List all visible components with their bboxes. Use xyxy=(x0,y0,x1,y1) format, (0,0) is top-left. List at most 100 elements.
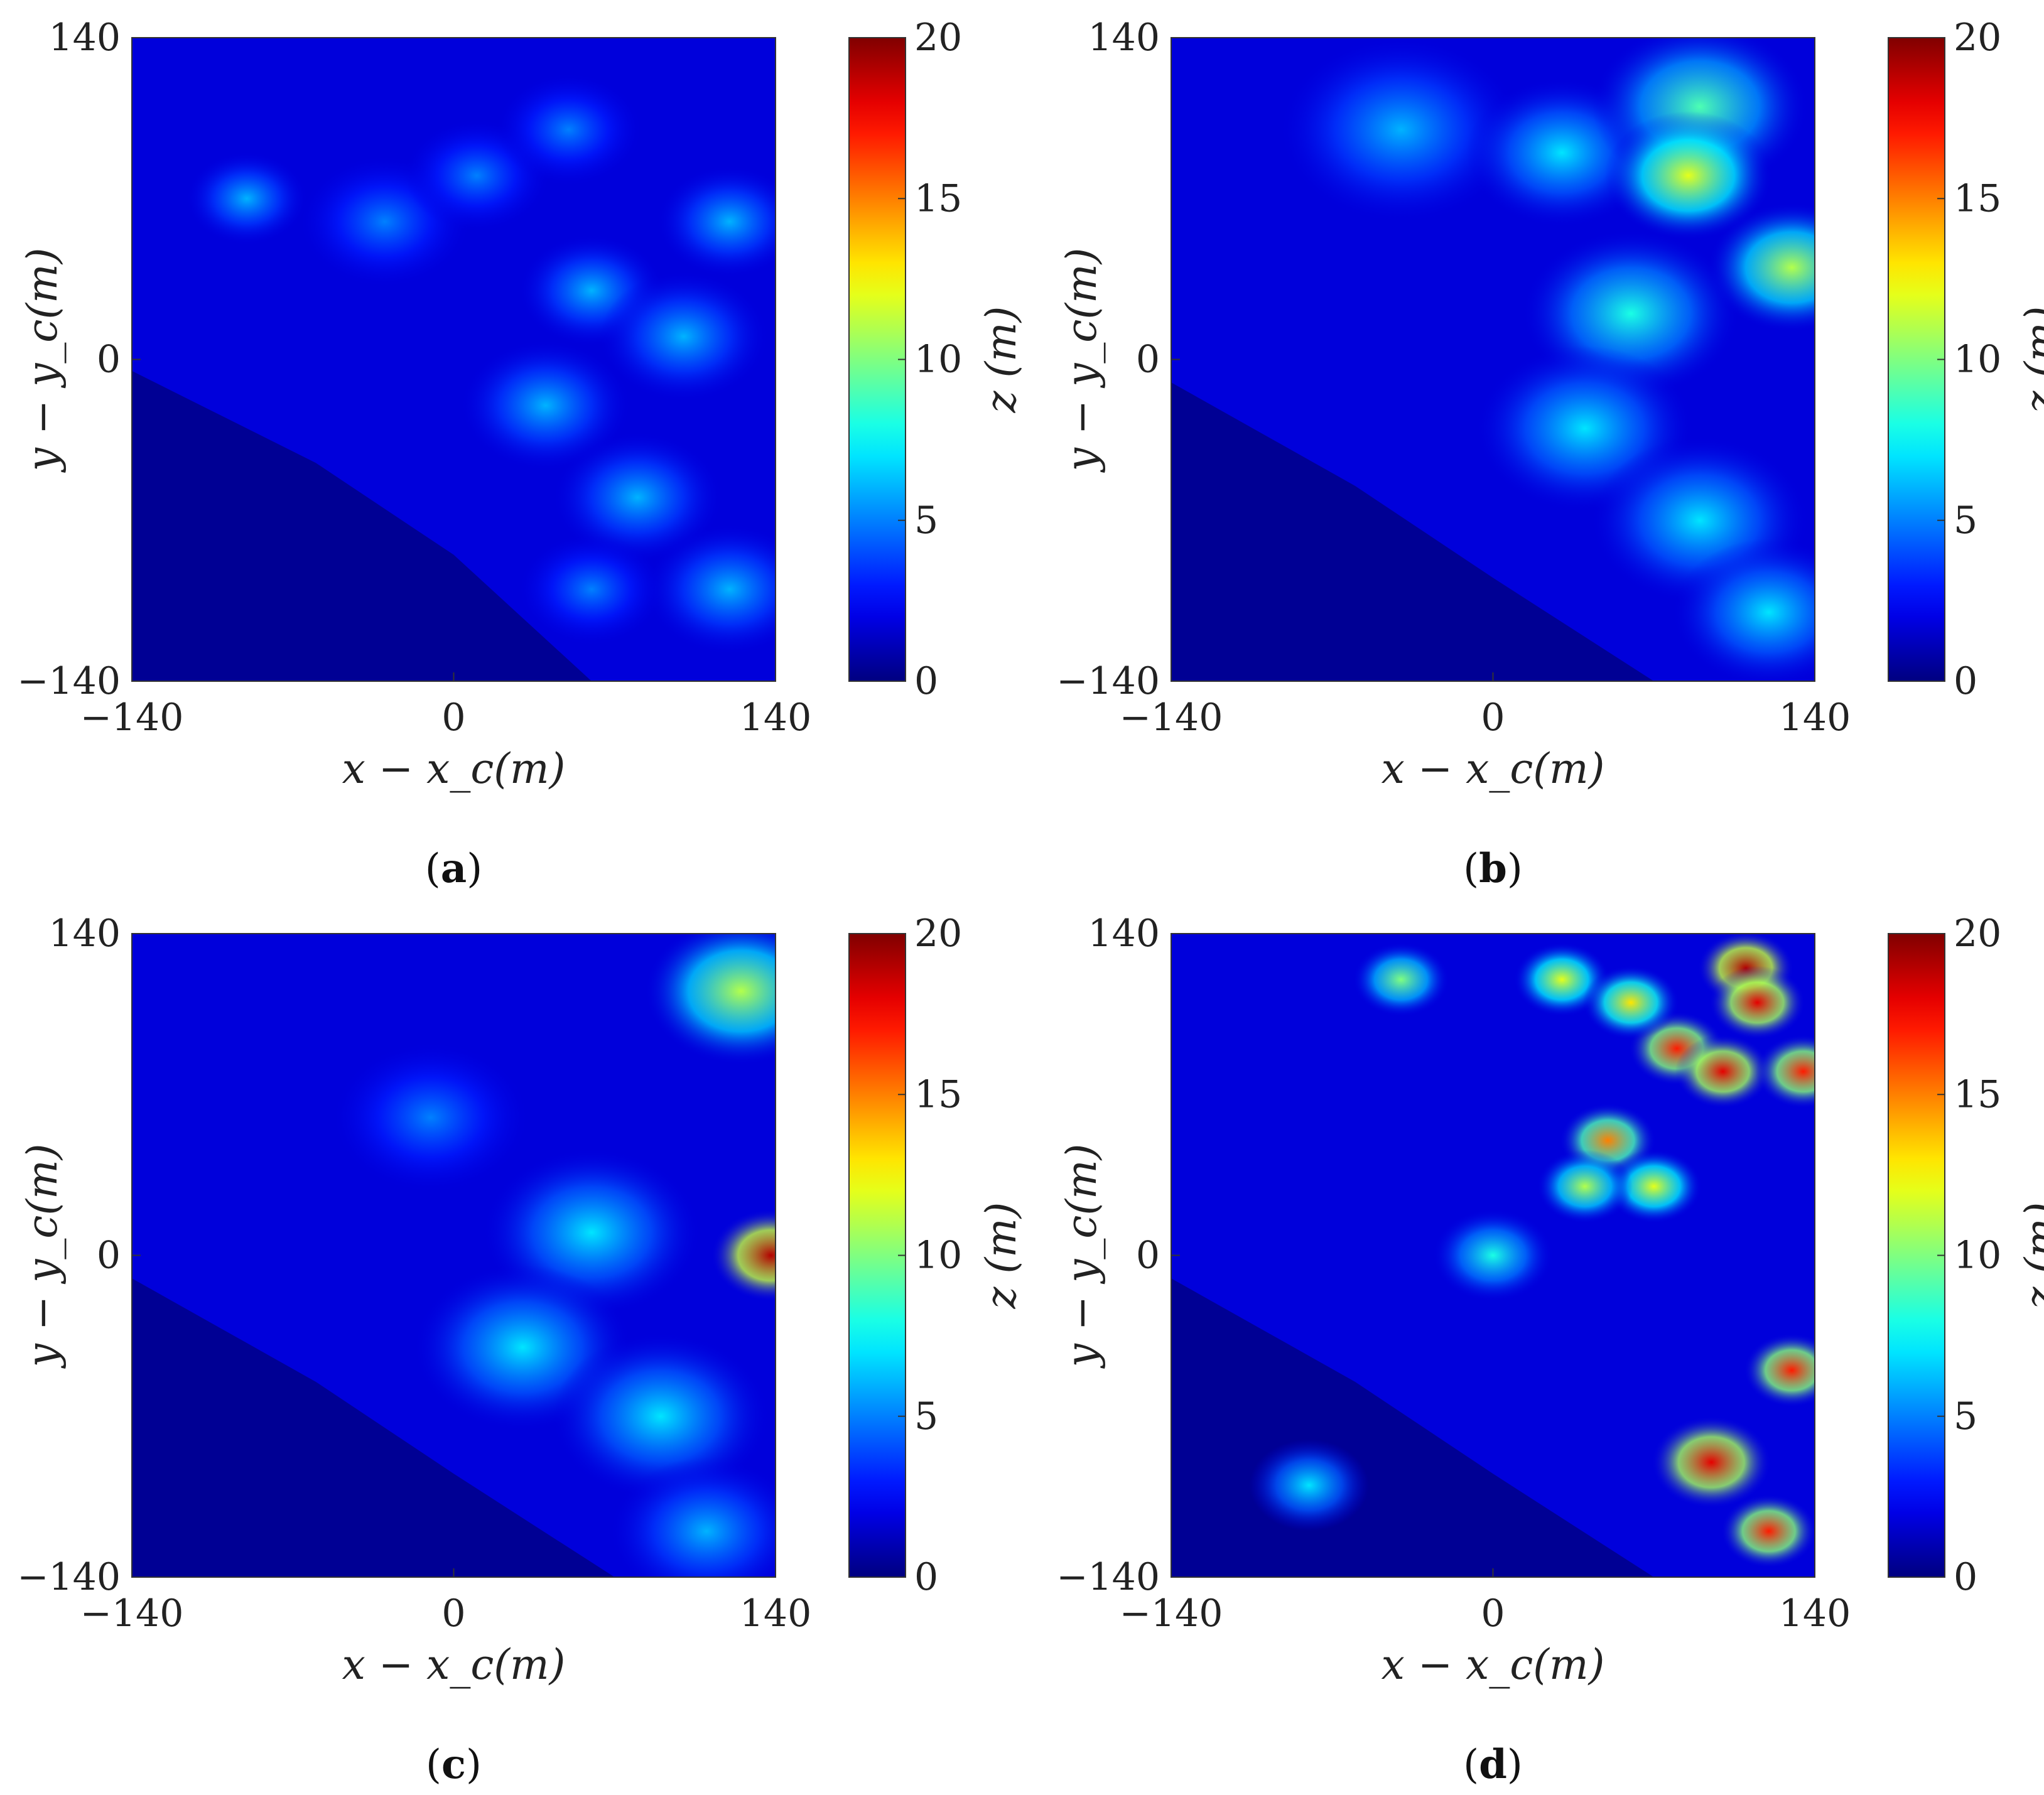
heat-spot xyxy=(462,341,630,470)
y-tick-label: −140 xyxy=(17,659,121,703)
colorbar-tick-label: 10 xyxy=(914,1234,962,1278)
x-tick-label: 140 xyxy=(740,1592,812,1636)
x-axis-label: x − x_c(m) xyxy=(342,745,566,793)
heat-spot xyxy=(1537,1150,1633,1224)
heatmap-field xyxy=(132,934,776,1577)
heat-spot xyxy=(187,153,307,245)
y-tick-label: 0 xyxy=(1136,338,1160,382)
y-axis-label: y − y_c(m) xyxy=(18,1144,67,1369)
colorbar-tick-label: 5 xyxy=(914,1394,938,1438)
heat-spot xyxy=(1709,966,1805,1040)
y-tick-label: −140 xyxy=(17,1555,121,1599)
panel-a: 140 0 −140−140 0 140 x − x_c(m) y − y_c(m) 20 15… xyxy=(17,16,1025,892)
colorbar-tick-label: 20 xyxy=(914,16,962,60)
heatmap-field xyxy=(1171,934,1815,1577)
colorbar xyxy=(1888,37,1945,682)
colorbar-tick-label: 0 xyxy=(914,659,938,703)
x-tick-label: −140 xyxy=(1120,1592,1223,1636)
panel-b: 140 0 −140−140 0 140 x − x_c(m) y − y_c(m) 20 15… xyxy=(1056,16,2044,892)
colorbar-tick-label: 20 xyxy=(1954,912,2001,956)
colorbar-tick-label: 10 xyxy=(1954,338,2001,382)
subfigure-label: (d) xyxy=(1463,1741,1523,1788)
y-tick-label: −140 xyxy=(1056,1555,1160,1599)
colorbar-tick-label: 5 xyxy=(1954,1394,1977,1438)
panel-c: 140 0 −140−140 0 140 x − x_c(m) y − y_c(m) 20 15… xyxy=(17,912,1025,1788)
colorbar-tick-label: 0 xyxy=(1954,1555,1977,1599)
colorbar-tick-label: 15 xyxy=(914,1072,962,1116)
heat-spot xyxy=(1604,111,1772,240)
heat-spot xyxy=(1652,1416,1771,1509)
colorbar xyxy=(848,933,906,1578)
colorbar-tick-label: 5 xyxy=(1954,499,1977,542)
x-tick-label: 140 xyxy=(1779,1592,1851,1636)
y-tick-label: 140 xyxy=(48,16,121,60)
colorbar-tick-label: 15 xyxy=(914,176,962,220)
subfigure-label: (c) xyxy=(426,1741,482,1788)
colorbar-tick-label: 0 xyxy=(914,1555,938,1599)
y-tick-label: 0 xyxy=(97,1234,121,1278)
x-tick-label: 0 xyxy=(1481,1592,1505,1636)
x-tick-label: −140 xyxy=(80,1592,184,1636)
x-tick-label: 0 xyxy=(1481,696,1505,740)
y-tick-label: 140 xyxy=(48,912,121,956)
heat-spot xyxy=(1249,1439,1369,1531)
subfigure-label: (b) xyxy=(1463,845,1523,892)
heat-spot xyxy=(1755,1035,1815,1109)
x-tick-label: −140 xyxy=(1120,696,1223,740)
heat-spot xyxy=(1606,1150,1702,1224)
heatmap-field xyxy=(1171,38,1815,681)
heat-spot xyxy=(1281,38,1521,222)
heat-spot xyxy=(1583,966,1679,1040)
x-axis-label: x − x_c(m) xyxy=(1382,745,1605,793)
sea-region xyxy=(1171,382,1654,681)
x-tick-label: 0 xyxy=(441,696,465,740)
colorbar xyxy=(848,37,906,682)
heat-spot xyxy=(497,74,641,185)
colorbar-tick-label: 5 xyxy=(914,499,938,542)
subfigure-label: (a) xyxy=(425,845,482,892)
y-axis-label: y − y_c(m) xyxy=(1057,1144,1106,1369)
colorbar-label: z (m) xyxy=(2016,306,2044,414)
heat-spot xyxy=(1721,1494,1815,1568)
y-tick-label: −140 xyxy=(1056,659,1160,703)
y-axis-label: y − y_c(m) xyxy=(18,248,67,473)
x-tick-label: 0 xyxy=(441,1592,465,1636)
colorbar xyxy=(1888,933,1945,1578)
sea-region xyxy=(132,1278,615,1577)
colorbar-tick-label: 15 xyxy=(1954,1072,2001,1116)
heat-spot xyxy=(1433,1209,1553,1302)
heat-spot xyxy=(711,1209,776,1302)
colorbar-tick-label: 20 xyxy=(1954,16,2001,60)
heat-spot xyxy=(335,1043,527,1192)
heat-spot xyxy=(645,934,776,1065)
y-tick-label: 0 xyxy=(1136,1234,1160,1278)
y-tick-label: 0 xyxy=(97,338,121,382)
colorbar-tick-label: 15 xyxy=(1954,176,2001,220)
x-axis-label: x − x_c(m) xyxy=(1382,1641,1605,1689)
colorbar-label: z (m) xyxy=(977,1202,1025,1310)
panel-d: 140 0 −140−140 0 140 x − x_c(m) y − y_c(m) 20 15… xyxy=(1056,912,2044,1788)
heat-spot xyxy=(554,433,722,562)
sea-region xyxy=(132,370,592,681)
x-tick-label: −140 xyxy=(80,696,184,740)
heat-spot xyxy=(553,1333,769,1499)
heat-spot xyxy=(600,272,767,401)
heat-spot xyxy=(519,534,664,645)
colorbar-label: z (m) xyxy=(977,306,1025,414)
heat-spot xyxy=(610,1457,776,1577)
colorbar-tick-label: 0 xyxy=(1954,659,1977,703)
heat-spot xyxy=(657,166,776,277)
y-tick-label: 140 xyxy=(1088,16,1160,60)
heat-spot xyxy=(1673,539,1815,681)
colorbar-tick-label: 10 xyxy=(1954,1234,2001,1278)
x-tick-label: 140 xyxy=(740,696,812,740)
heat-spot xyxy=(646,525,776,654)
heat-spot xyxy=(1353,942,1449,1016)
colorbar-label: z (m) xyxy=(2016,1202,2044,1310)
heatmap-field xyxy=(132,74,776,681)
x-tick-label: 140 xyxy=(1779,696,1851,740)
heat-spot xyxy=(1744,1333,1815,1408)
x-axis-label: x − x_c(m) xyxy=(342,1641,566,1689)
y-tick-label: 140 xyxy=(1088,912,1160,956)
